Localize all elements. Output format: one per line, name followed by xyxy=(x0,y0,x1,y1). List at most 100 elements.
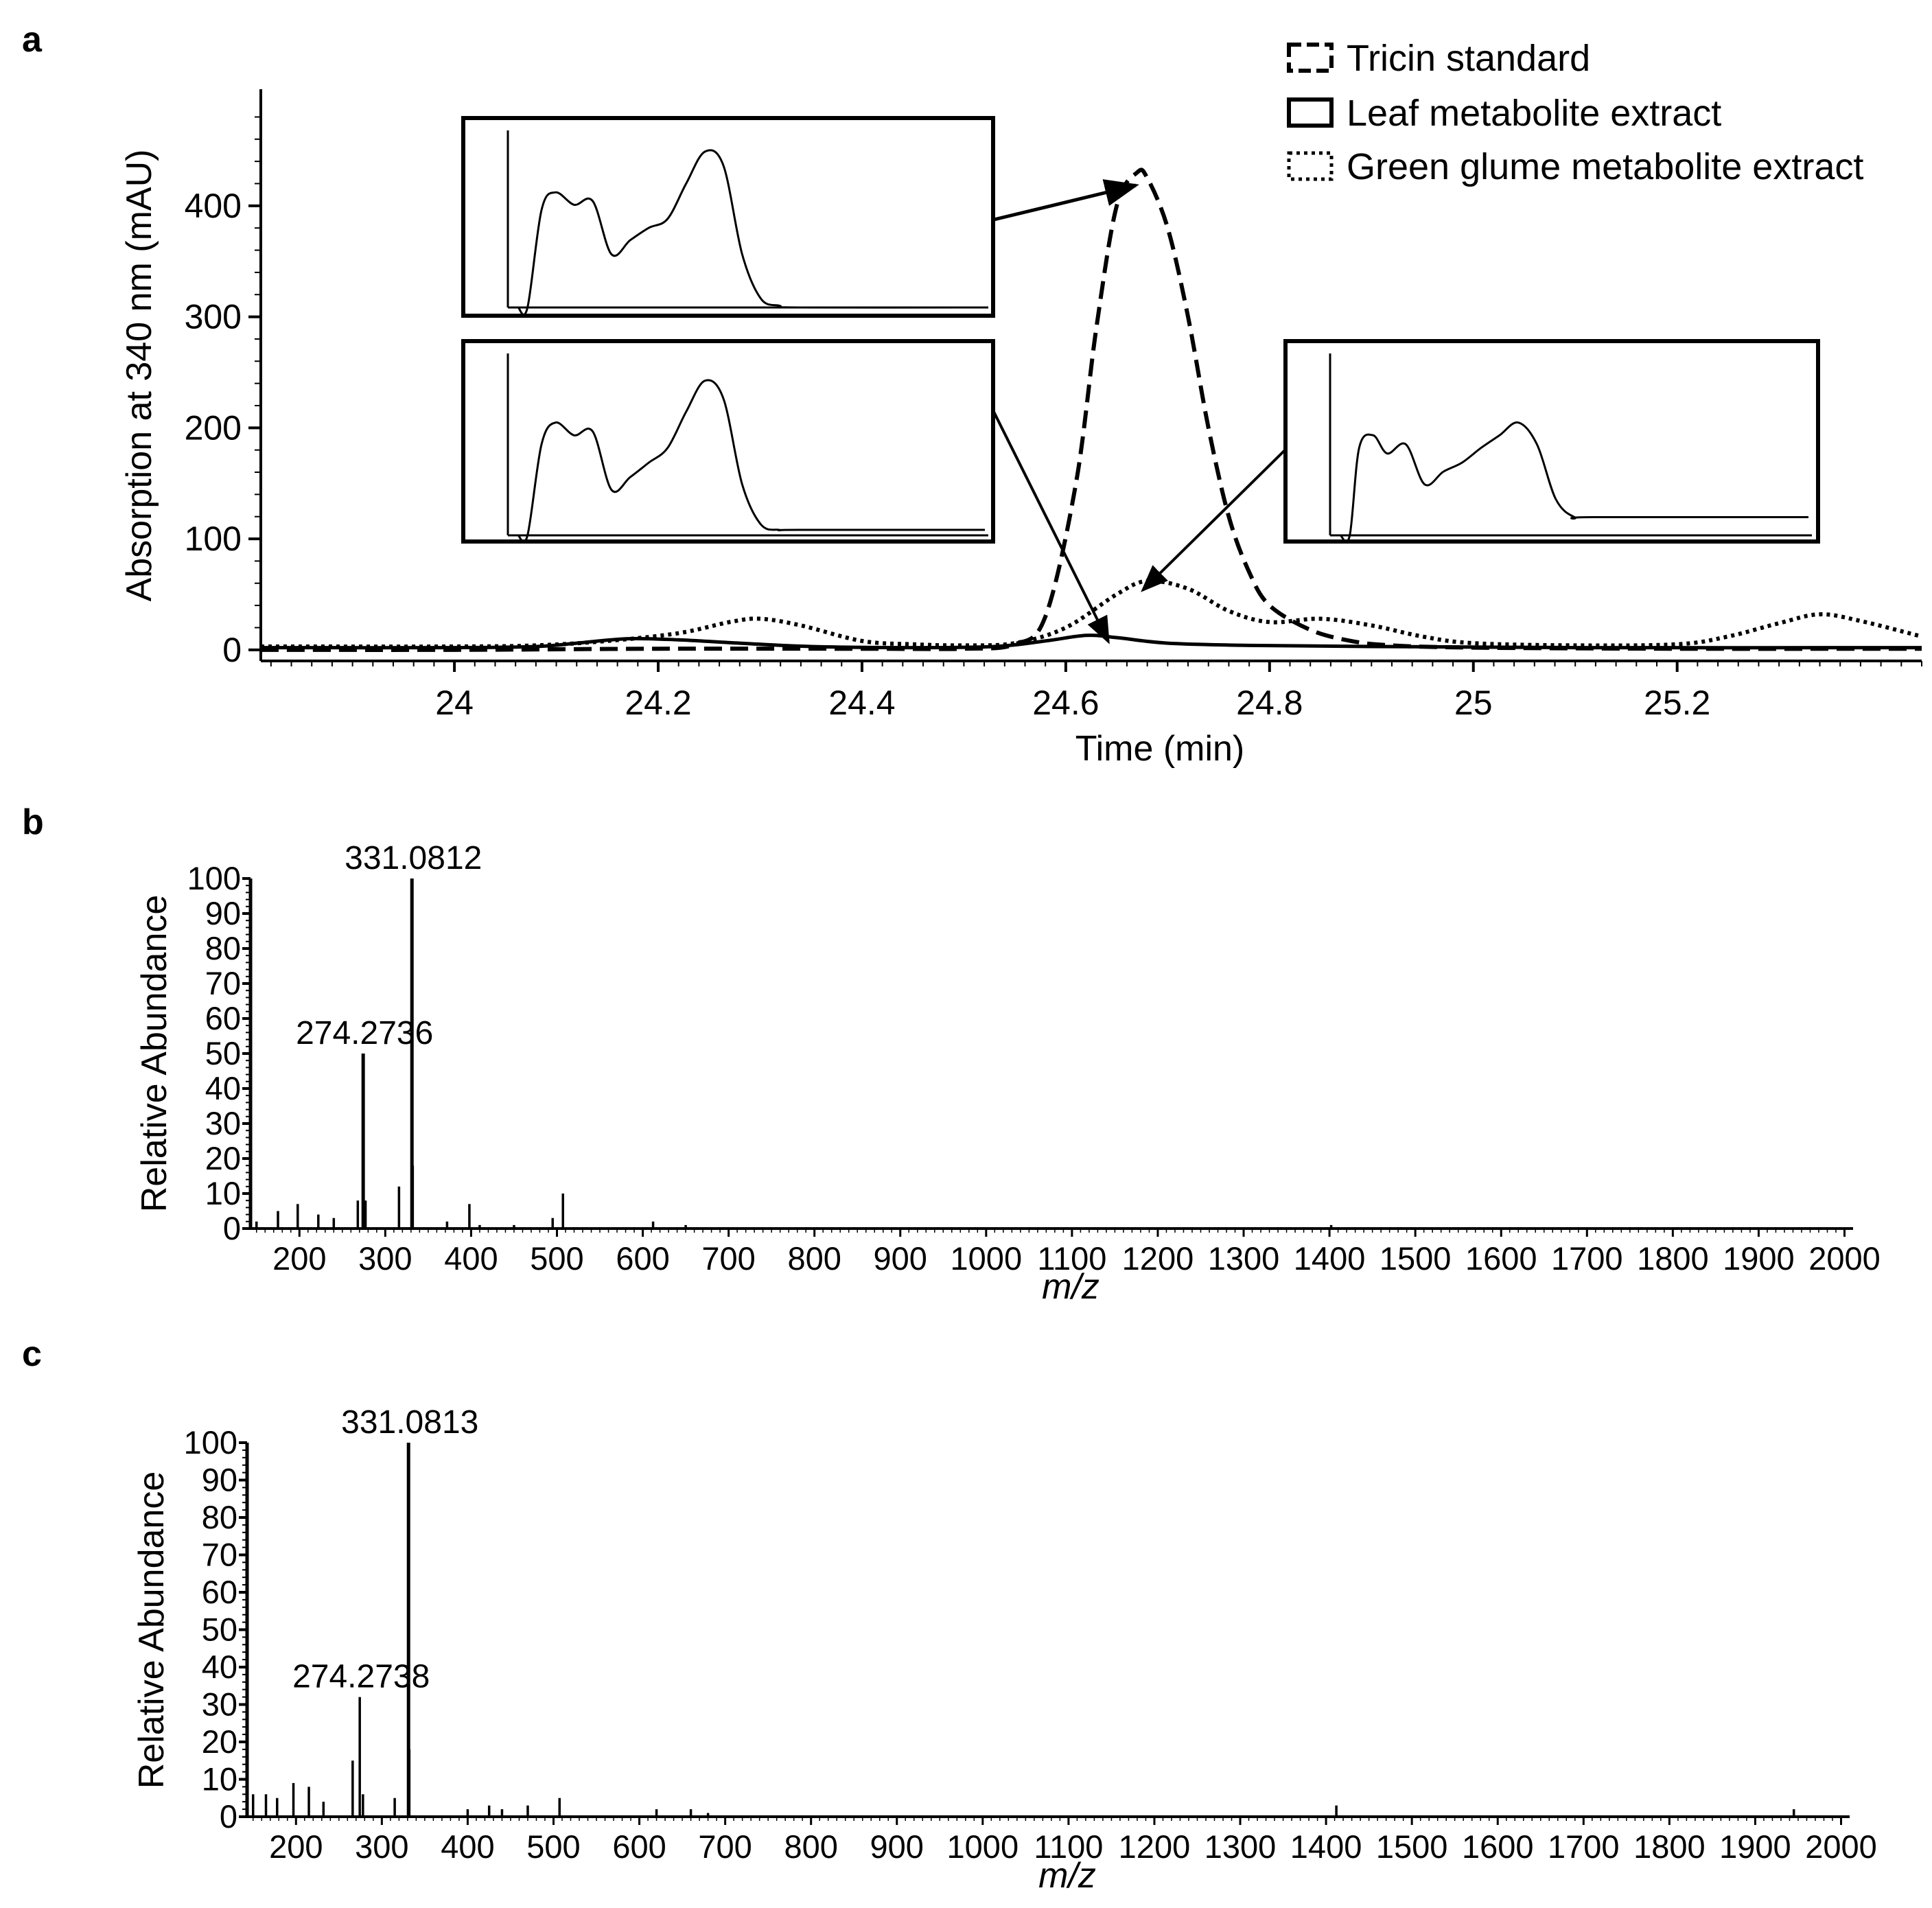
chromatogram-panel: 0 100 200 300 400 24 24.2 24.4 24.6 24.8 25 25.2 T… xyxy=(119,38,1922,769)
legend-swatch-leaf xyxy=(1287,97,1334,128)
y-tick-label: 0 xyxy=(223,1210,241,1246)
x-tick-label: 2000 xyxy=(1808,1240,1881,1277)
x-tick-label: 1800 xyxy=(1637,1240,1709,1277)
y-tick-label: 30 xyxy=(202,1686,237,1723)
x-tick-label: 1000 xyxy=(947,1828,1019,1865)
inset-leaf-spectrum xyxy=(461,339,995,544)
series-line-tricin-standard xyxy=(260,167,1922,652)
x-tick-label: 24.4 xyxy=(828,684,895,722)
x-tick-label: 24 xyxy=(435,684,474,722)
peak-group xyxy=(255,879,1333,1229)
y-tick-label: 70 xyxy=(202,1537,237,1573)
x-tick-label: 1700 xyxy=(1548,1828,1620,1865)
x-tick-group: 200 300 400 500 600 700 800 900 1000 1100 1200 1300… xyxy=(256,1229,1881,1277)
inset-green-glume-spectrum xyxy=(1283,339,1820,544)
peak-label: 274.2738 xyxy=(292,1659,430,1695)
x-tick-label: 2000 xyxy=(1805,1828,1877,1865)
y-tick-label: 0 xyxy=(222,631,242,669)
panel-letter-b: b xyxy=(22,802,44,842)
y-axis-title: Absorption at 340 nm (mAU) xyxy=(119,150,159,602)
y-tick-label: 60 xyxy=(205,1000,241,1036)
panel-letter-a: a xyxy=(22,20,43,60)
y-tick-label: 10 xyxy=(205,1175,241,1211)
y-tick-label: 200 xyxy=(185,408,242,447)
x-axis-title: m/z xyxy=(1042,1267,1099,1307)
y-tick-group: 0 100 200 300 400 xyxy=(185,116,261,669)
inset-frame xyxy=(1283,339,1820,544)
series-group xyxy=(260,167,1922,652)
x-tick-label: 1500 xyxy=(1380,1240,1452,1277)
peak-label: 331.0812 xyxy=(345,840,482,876)
y-axis-title: Relative Abundance xyxy=(132,1471,172,1789)
x-tick-label: 900 xyxy=(870,1828,924,1865)
inset-frame xyxy=(461,116,995,318)
x-tick-label: 1500 xyxy=(1376,1828,1448,1865)
x-tick-label: 200 xyxy=(272,1240,326,1277)
y-tick-label: 80 xyxy=(202,1499,237,1535)
legend-label-tricin: Tricin standard xyxy=(1347,38,1590,79)
x-tick-label: 1000 xyxy=(951,1240,1023,1277)
x-tick-label: 1900 xyxy=(1723,1240,1795,1277)
series-line-green-glume-metabolite-extract xyxy=(260,579,1922,649)
legend-swatch-tricin xyxy=(1287,43,1334,73)
x-tick-label: 1200 xyxy=(1122,1240,1194,1277)
y-tick-label: 100 xyxy=(184,1424,237,1461)
x-tick-label: 600 xyxy=(612,1828,666,1865)
peak-label-group: 331.0812 274.2736 xyxy=(296,840,482,1051)
y-tick-label: 50 xyxy=(205,1035,241,1071)
y-tick-label: 20 xyxy=(205,1140,241,1176)
inset-spectrum-line xyxy=(1339,421,1808,543)
x-tick-label: 800 xyxy=(784,1828,837,1865)
legend-swatch-green-glume xyxy=(1287,151,1334,181)
y-tick-label: 90 xyxy=(205,895,241,931)
x-tick-label: 1400 xyxy=(1290,1828,1362,1865)
x-tick-label: 700 xyxy=(701,1240,755,1277)
peak-label-group: 331.0813 274.2738 xyxy=(292,1404,478,1695)
y-tick-label: 20 xyxy=(202,1723,237,1760)
inset-spectrum-line xyxy=(517,379,985,544)
x-tick-label: 25.2 xyxy=(1644,684,1710,722)
y-tick-label: 80 xyxy=(205,930,241,966)
legend-label-green-glume: Green glume metabolite extract xyxy=(1347,146,1863,187)
x-tick-label: 1800 xyxy=(1633,1828,1706,1865)
arrow-green-glume xyxy=(1141,448,1287,592)
x-tick-label: 400 xyxy=(441,1828,494,1865)
x-tick-group: 24 24.2 24.4 24.6 24.8 25 25.2 xyxy=(270,661,1922,722)
panel-letter-c: c xyxy=(22,1334,42,1374)
x-tick-label: 1600 xyxy=(1462,1828,1534,1865)
legend-label-leaf: Leaf metabolite extract xyxy=(1347,93,1721,134)
x-tick-label: 1200 xyxy=(1119,1828,1191,1865)
x-tick-label: 300 xyxy=(358,1240,412,1277)
x-tick-label: 1900 xyxy=(1719,1828,1791,1865)
peak-label: 331.0813 xyxy=(341,1404,478,1441)
arrow-leaf xyxy=(992,411,1110,644)
x-tick-label: 1700 xyxy=(1551,1240,1623,1277)
y-tick-label: 30 xyxy=(205,1105,241,1141)
y-tick-label: 40 xyxy=(202,1649,237,1685)
y-tick-label: 60 xyxy=(202,1574,237,1610)
x-tick-label: 1300 xyxy=(1204,1828,1277,1865)
y-tick-label: 400 xyxy=(185,187,242,225)
y-tick-label: 10 xyxy=(202,1761,237,1798)
x-tick-label: 300 xyxy=(355,1828,408,1865)
x-tick-label: 500 xyxy=(526,1828,580,1865)
x-tick-label: 1400 xyxy=(1294,1240,1366,1277)
arrow-tricin xyxy=(993,179,1139,222)
inset-tricin-spectrum xyxy=(461,116,995,318)
x-axis-title: Time (min) xyxy=(1075,729,1245,769)
x-tick-label: 1600 xyxy=(1465,1240,1537,1277)
x-tick-label: 1100 xyxy=(1037,1240,1106,1277)
x-tick-group: 200 300 400 500 600 700 800 900 1000 1100 1200 1300… xyxy=(253,1817,1877,1865)
x-tick-label: 1300 xyxy=(1208,1240,1280,1277)
inset-spectrum-line xyxy=(517,149,986,316)
x-tick-label: 800 xyxy=(787,1240,841,1277)
x-tick-label: 200 xyxy=(269,1828,323,1865)
x-tick-label: 400 xyxy=(444,1240,498,1277)
x-axis-title: m/z xyxy=(1038,1856,1096,1896)
legend: Tricin standard Leaf metabolite extract … xyxy=(1287,38,1863,187)
peak-group xyxy=(252,1443,1795,1817)
